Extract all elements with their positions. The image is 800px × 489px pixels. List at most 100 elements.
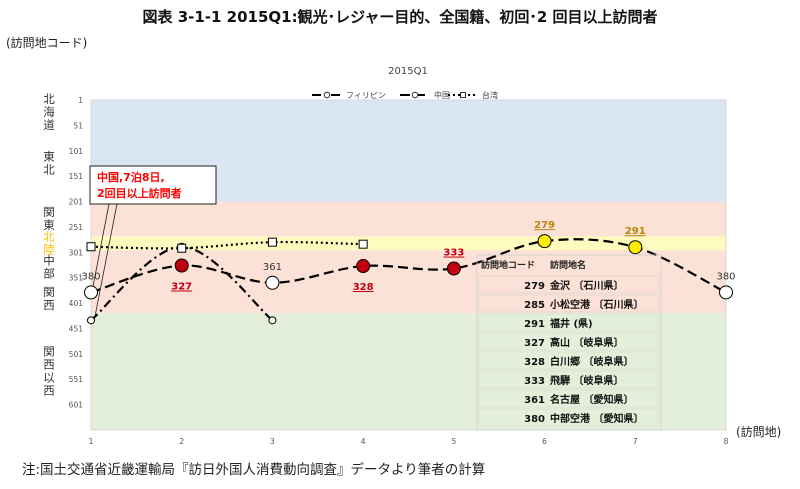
code-table-row: [478, 294, 660, 313]
code-table-name: 白川郷 〔岐阜県〕: [550, 355, 633, 368]
data-label: 291: [625, 226, 646, 237]
region-label-2: 東北: [43, 149, 55, 176]
marker-フィリピン: [87, 316, 95, 325]
marker-フィリピン: [268, 316, 277, 325]
y-axis-unit-label: (訪問地コード): [6, 36, 88, 50]
y-tick-label: 101: [69, 147, 84, 156]
code-table-code: 285: [524, 300, 545, 311]
data-labels: 380 327 361 328 333 279 291 380: [81, 220, 735, 293]
marker-台湾: [358, 239, 368, 249]
x-tick-label: 7: [633, 437, 638, 446]
region-band-6: [91, 284, 726, 314]
marker-中国: [265, 275, 280, 290]
y-tick-label: 351: [69, 274, 84, 283]
plot-title: 2015Q1: [388, 66, 428, 77]
code-table-header-code: 訪問地コード: [481, 259, 535, 271]
legend-label: 中国: [434, 90, 450, 100]
y-tick-label: 151: [69, 172, 84, 181]
region-label-1: 北海道: [43, 92, 55, 132]
code-table-code: 380: [524, 414, 545, 425]
code-table-code: 328: [524, 357, 545, 368]
region-label-6: 関西: [43, 285, 55, 312]
code-table-name: 福井 (県): [549, 317, 593, 330]
y-tick-label: 1: [78, 96, 83, 105]
marker-中国: [356, 259, 371, 274]
x-axis-unit-label: (訪問地): [736, 425, 782, 439]
x-tick-label: 1: [89, 437, 94, 446]
y-tick-label: 201: [69, 198, 84, 207]
marker-中国: [537, 234, 552, 249]
x-tick-label: 2: [179, 437, 184, 446]
source-note: 注:国土交通省近畿運輸局『訪日外国人消費動向調査』データより筆者の計算: [22, 462, 486, 478]
y-tick-label: 401: [69, 299, 84, 308]
code-table-name: 飛騨 〔岐阜県〕: [549, 374, 623, 387]
x-tick-label: 4: [361, 437, 366, 446]
y-tick-label: 251: [69, 223, 84, 232]
figure-title: 図表 3-1-1 2015Q1:観光･レジャー目的、全国籍、初回･2 回目以上訪…: [142, 8, 658, 26]
marker-台湾: [267, 237, 277, 247]
legend-marker: [411, 91, 419, 99]
legend: フィリピン 中国 台湾: [312, 90, 498, 100]
region-label-4: 北陸: [43, 229, 55, 256]
data-label: 380: [81, 271, 100, 282]
y-tick-label: 551: [69, 375, 84, 384]
marker-台湾: [86, 242, 96, 252]
data-label: 380: [716, 271, 735, 282]
code-table-name: 名古屋 〔愛知県〕: [550, 393, 633, 406]
x-tick-label: 3: [270, 437, 275, 446]
region-label-3: 関東: [43, 205, 55, 232]
code-table-name: 小松空港 〔石川県〕: [549, 298, 643, 311]
callout-leader: [94, 203, 118, 317]
code-table-row: [478, 332, 660, 351]
marker-中国: [174, 258, 189, 273]
callout-frame: [89, 165, 217, 205]
code-table-row: [478, 351, 660, 370]
data-label: 327: [171, 282, 192, 293]
data-label: 279: [534, 220, 555, 231]
legend-label: フィリピン: [346, 91, 386, 100]
code-table-row: [478, 408, 660, 427]
code-table-code: 327: [524, 338, 545, 349]
x-tick-label: 5: [451, 437, 456, 446]
marker-台湾: [177, 243, 187, 253]
region-band-5: [91, 250, 726, 285]
data-label: 333: [443, 248, 464, 259]
code-table-row: [478, 313, 660, 332]
callout-line-1: 中国,7泊8日,: [97, 170, 165, 184]
series-markers: [84, 234, 733, 325]
code-table-name: 金沢 〔石川県〕: [549, 279, 623, 292]
region-label-7: 関西以西: [43, 345, 55, 398]
marker-中国: [719, 285, 733, 300]
code-table-code: 279: [524, 281, 545, 292]
y-tick-label: 51: [73, 121, 83, 130]
code-table-row: [478, 389, 660, 408]
data-label: 361: [263, 262, 282, 273]
code-table-name: 高山 〔岐阜県〕: [550, 336, 623, 349]
code-table-header-name: 訪問地名: [550, 259, 586, 271]
y-tick-label: 451: [69, 324, 84, 333]
marker-中国: [446, 261, 461, 276]
y-tick-label: 501: [69, 350, 84, 359]
code-table-row: [478, 275, 660, 294]
region-band-3: [91, 201, 726, 237]
x-tick-label: 6: [542, 437, 547, 446]
code-table-code: 291: [524, 319, 545, 330]
callout-leader: [92, 203, 110, 287]
region-band-1: [91, 100, 726, 126]
legend-label: 台湾: [482, 90, 498, 100]
marker-中国: [84, 285, 98, 300]
callout-box: 中国,7泊8日, 2回目以上訪問者: [89, 165, 217, 317]
callout-line-2: 2回目以上訪問者: [97, 186, 182, 200]
region-bands: [90, 99, 727, 431]
y-tick-label: 301: [69, 248, 84, 257]
plot-frame: [90, 99, 727, 431]
series-line-台湾: [90, 240, 364, 250]
code-table-frame: [476, 254, 662, 431]
code-table: 訪問地コード 訪問地名 279 金沢 〔石川県〕 285 小松空港 〔石川県〕 291 福井 …: [476, 254, 662, 431]
code-table-code: 333: [524, 376, 545, 387]
code-table-row: [478, 370, 660, 389]
legend-marker: [460, 92, 466, 98]
marker-中国: [628, 240, 643, 255]
region-band-7: [91, 313, 726, 430]
legend-marker: [323, 91, 331, 99]
